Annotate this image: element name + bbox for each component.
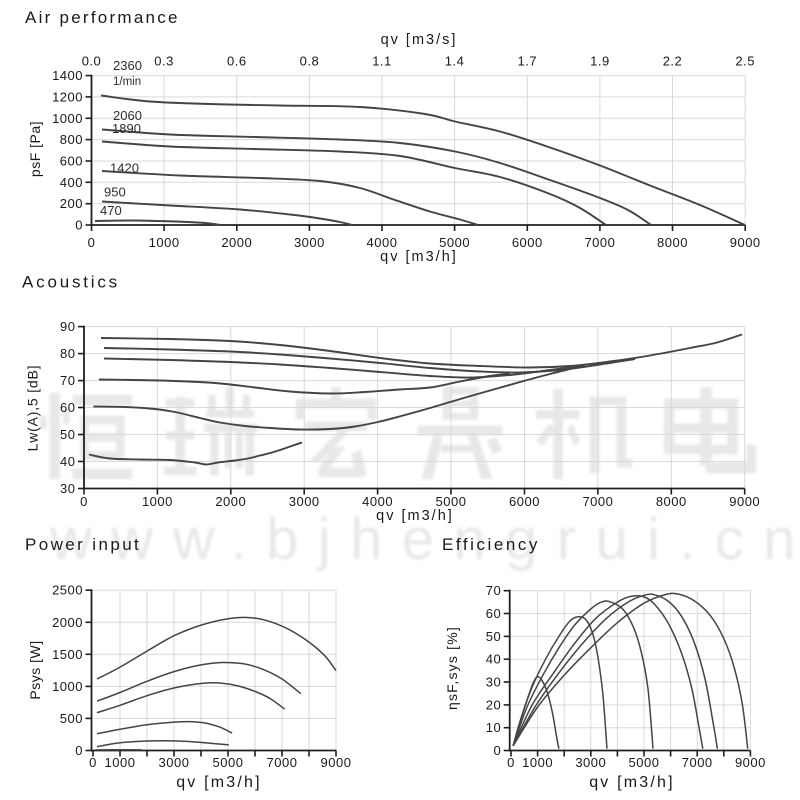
svg-text:9000: 9000 — [729, 494, 760, 509]
svg-text:7000: 7000 — [584, 235, 615, 250]
svg-text:1.7: 1.7 — [518, 54, 538, 69]
svg-text:0: 0 — [75, 743, 83, 758]
svg-text:2060: 2060 — [113, 108, 142, 123]
svg-text:0: 0 — [507, 755, 515, 770]
svg-text:50: 50 — [60, 427, 75, 442]
svg-text:0.8: 0.8 — [300, 54, 320, 69]
svg-text:psF [Pa]: psF [Pa] — [27, 121, 43, 177]
svg-text:80: 80 — [60, 346, 75, 361]
svg-text:2000: 2000 — [215, 494, 246, 509]
svg-text:2000: 2000 — [52, 615, 83, 630]
svg-text:200: 200 — [60, 196, 83, 211]
svg-text:Efficiency: Efficiency — [442, 535, 540, 554]
svg-text:3000: 3000 — [289, 494, 320, 509]
svg-text:1000: 1000 — [522, 755, 553, 770]
svg-text:0.0: 0.0 — [82, 54, 102, 69]
svg-text:Lw(A),5 [dB]: Lw(A),5 [dB] — [25, 365, 41, 452]
svg-text:950: 950 — [104, 185, 126, 200]
svg-text:30: 30 — [60, 481, 75, 496]
svg-text:qv [m3/h]: qv [m3/h] — [176, 774, 262, 791]
svg-text:7000: 7000 — [267, 755, 298, 770]
svg-text:5000: 5000 — [213, 755, 244, 770]
svg-text:Air performance: Air performance — [25, 8, 180, 27]
svg-text:70: 70 — [486, 583, 501, 598]
svg-text:8000: 8000 — [656, 494, 687, 509]
svg-text:0.3: 0.3 — [154, 54, 174, 69]
svg-text:9000: 9000 — [730, 235, 761, 250]
svg-text:7000: 7000 — [582, 494, 613, 509]
svg-text:1500: 1500 — [52, 647, 83, 662]
svg-text:1200: 1200 — [52, 89, 83, 104]
svg-text:1.9: 1.9 — [590, 54, 610, 69]
svg-text:2000: 2000 — [221, 235, 252, 250]
svg-text:3000: 3000 — [159, 755, 190, 770]
svg-text:20: 20 — [486, 697, 501, 712]
svg-text:800: 800 — [60, 132, 83, 147]
svg-text:600: 600 — [60, 154, 83, 169]
svg-text:qv [m3/s]: qv [m3/s] — [381, 32, 458, 48]
svg-text:3000: 3000 — [294, 235, 325, 250]
svg-text:50: 50 — [486, 629, 501, 644]
svg-text:1400: 1400 — [52, 68, 83, 83]
svg-text:4000: 4000 — [362, 494, 393, 509]
svg-text:Acoustics: Acoustics — [22, 273, 120, 292]
svg-text:9000: 9000 — [735, 755, 766, 770]
svg-text:0: 0 — [80, 494, 88, 509]
svg-text:2.5: 2.5 — [735, 54, 755, 69]
svg-text:4000: 4000 — [367, 235, 398, 250]
svg-text:2.2: 2.2 — [663, 54, 683, 69]
svg-text:70: 70 — [60, 373, 75, 388]
svg-text:qv [m3/h]: qv [m3/h] — [589, 774, 675, 791]
svg-text:60: 60 — [486, 606, 501, 621]
svg-text:8000: 8000 — [657, 235, 688, 250]
svg-text:0: 0 — [89, 755, 97, 770]
svg-text:9000: 9000 — [321, 755, 352, 770]
svg-text:1.4: 1.4 — [445, 54, 465, 69]
svg-text:2360: 2360 — [113, 58, 142, 73]
svg-text:0: 0 — [88, 235, 96, 250]
svg-text:60: 60 — [60, 400, 75, 415]
svg-text:40: 40 — [486, 652, 501, 667]
svg-text:1000: 1000 — [52, 679, 83, 694]
svg-text:0.6: 0.6 — [227, 54, 247, 69]
svg-text:10: 10 — [486, 720, 501, 735]
svg-text:1000: 1000 — [149, 235, 180, 250]
svg-text:30: 30 — [486, 675, 501, 690]
svg-text:1000: 1000 — [105, 755, 136, 770]
svg-text:1000: 1000 — [142, 494, 173, 509]
svg-text:6000: 6000 — [512, 235, 543, 250]
svg-text:500: 500 — [60, 711, 83, 726]
svg-text:1890: 1890 — [112, 121, 141, 136]
svg-text:7000: 7000 — [682, 755, 713, 770]
svg-text:470: 470 — [100, 203, 122, 218]
svg-text:1000: 1000 — [52, 111, 83, 126]
svg-text:qv [m3/h]: qv [m3/h] — [380, 249, 458, 265]
svg-text:5000: 5000 — [436, 494, 467, 509]
svg-text:40: 40 — [60, 454, 75, 469]
svg-text:1.1: 1.1 — [372, 54, 392, 69]
svg-text:www.bjhengrui.cn: www.bjhengrui.cn — [49, 507, 800, 572]
svg-text:1420: 1420 — [110, 161, 139, 176]
svg-text:Power input: Power input — [25, 535, 141, 554]
svg-text:5000: 5000 — [629, 755, 660, 770]
svg-text:90: 90 — [60, 319, 75, 334]
svg-text:1/min: 1/min — [113, 76, 141, 88]
svg-text:Psys [W]: Psys [W] — [27, 640, 43, 699]
svg-text:2500: 2500 — [52, 583, 83, 598]
svg-text:qv [m3/h]: qv [m3/h] — [376, 508, 454, 524]
svg-text:0: 0 — [75, 218, 83, 233]
svg-text:ηsF,sys [%]: ηsF,sys [%] — [444, 626, 460, 710]
svg-text:5000: 5000 — [439, 235, 470, 250]
svg-text:0: 0 — [493, 743, 501, 758]
svg-text:400: 400 — [60, 175, 83, 190]
svg-text:6000: 6000 — [509, 494, 540, 509]
svg-text:3000: 3000 — [575, 755, 606, 770]
